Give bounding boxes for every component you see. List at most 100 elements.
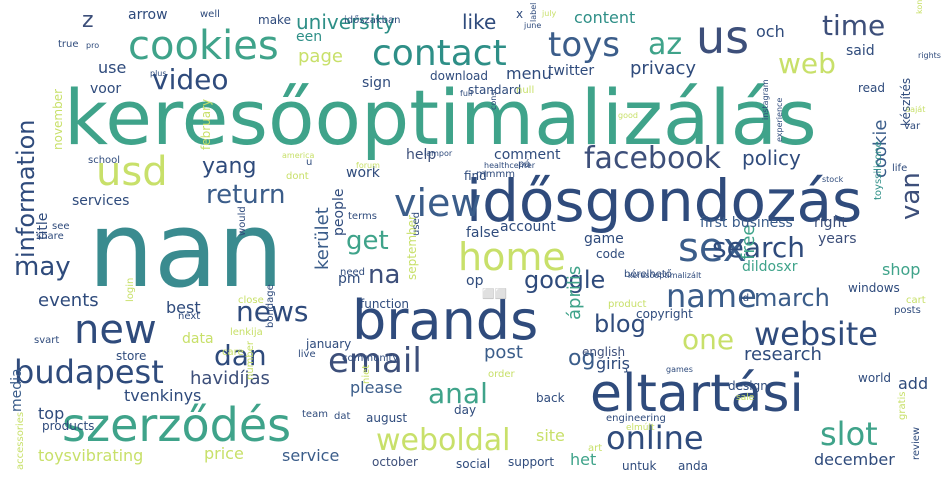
- word: december: [814, 450, 895, 469]
- word: tvenkinys: [124, 386, 202, 405]
- word: web: [778, 47, 836, 80]
- word: page: [298, 46, 343, 67]
- word: dat: [334, 411, 351, 422]
- word: account: [500, 219, 556, 235]
- word: back: [536, 391, 565, 405]
- word: code: [596, 247, 625, 261]
- word: november: [51, 88, 65, 150]
- word: lampor: [424, 149, 453, 158]
- word: website: [754, 315, 878, 353]
- word: untuk: [622, 459, 657, 473]
- word: review: [911, 426, 922, 460]
- word: full: [460, 89, 473, 98]
- word: pá: [518, 159, 531, 170]
- word: well: [200, 9, 220, 20]
- word: havidíjas: [190, 368, 270, 389]
- word: blog: [594, 310, 646, 338]
- word: x: [516, 7, 524, 21]
- word: content: [574, 8, 636, 27]
- word: op: [466, 273, 484, 289]
- word: null: [516, 85, 535, 96]
- word: july: [542, 9, 557, 18]
- word: kontra: [915, 0, 924, 14]
- word: top: [38, 404, 65, 423]
- word: online: [606, 419, 704, 457]
- word: school: [88, 155, 121, 166]
- word: english: [582, 345, 626, 359]
- word: used: [411, 211, 422, 236]
- word: instagram: [761, 79, 770, 120]
- word: az: [648, 27, 683, 62]
- word: products: [42, 419, 95, 433]
- word: june: [524, 21, 542, 30]
- word: og: [568, 346, 596, 371]
- word: weboldal: [376, 423, 511, 458]
- word: august: [366, 411, 408, 425]
- word: terms: [348, 211, 377, 222]
- word: people: [331, 188, 347, 236]
- word: march: [754, 284, 830, 312]
- word: help: [406, 147, 437, 163]
- word: anal: [428, 377, 488, 410]
- word: services: [72, 193, 130, 209]
- word: games: [666, 365, 693, 374]
- word: accessories: [15, 411, 26, 470]
- word: video: [152, 63, 229, 96]
- word: close: [238, 295, 264, 306]
- word: toyssilicone: [873, 141, 884, 200]
- word: keresőoptimalizált: [628, 271, 702, 280]
- word: var: [904, 121, 921, 132]
- word: events: [38, 290, 99, 311]
- word: day: [454, 403, 477, 417]
- word: function: [360, 297, 410, 311]
- word: site: [536, 426, 565, 445]
- word: menu: [506, 64, 552, 83]
- word: rights: [918, 51, 941, 60]
- word: gratis: [897, 391, 908, 421]
- word: need: [340, 267, 365, 278]
- word: u: [306, 157, 313, 168]
- word: sign: [362, 75, 391, 91]
- word: february: [199, 98, 213, 150]
- word: lenkija: [230, 327, 263, 338]
- word: world: [858, 371, 892, 385]
- word: view: [394, 181, 482, 225]
- word: sex: [678, 225, 747, 271]
- word: product: [608, 299, 647, 310]
- word: windows: [848, 281, 900, 295]
- word: usd: [96, 149, 168, 195]
- word: dont: [286, 171, 309, 182]
- word: get: [346, 226, 389, 256]
- word: experience: [775, 97, 784, 142]
- word: slot: [820, 415, 878, 453]
- word: forum: [356, 161, 380, 170]
- word: standard: [468, 83, 522, 97]
- word: label: [529, 2, 538, 22]
- word: toysvibrating: [38, 446, 144, 465]
- word: sale: [736, 393, 755, 403]
- word: stock: [822, 175, 844, 184]
- word: bérelhető: [624, 269, 672, 280]
- word: login: [125, 277, 136, 302]
- word: niet: [361, 364, 372, 384]
- word: och: [756, 22, 785, 41]
- word: community: [342, 353, 399, 364]
- word: twitter: [548, 63, 595, 79]
- word: van: [896, 172, 926, 220]
- word: find: [464, 169, 487, 183]
- word: january: [306, 337, 352, 351]
- word: data: [182, 331, 214, 347]
- word: life: [892, 163, 908, 174]
- word: next: [178, 311, 201, 322]
- word: email: [328, 341, 422, 381]
- word: dan: [214, 339, 267, 372]
- word: z: [82, 8, 94, 33]
- word: see: [52, 221, 70, 232]
- word: április: [564, 265, 585, 320]
- word: would: [237, 206, 248, 236]
- word: false: [466, 225, 500, 241]
- word: pro: [86, 41, 100, 50]
- word: elmúlt: [626, 423, 655, 433]
- word: read: [858, 81, 886, 95]
